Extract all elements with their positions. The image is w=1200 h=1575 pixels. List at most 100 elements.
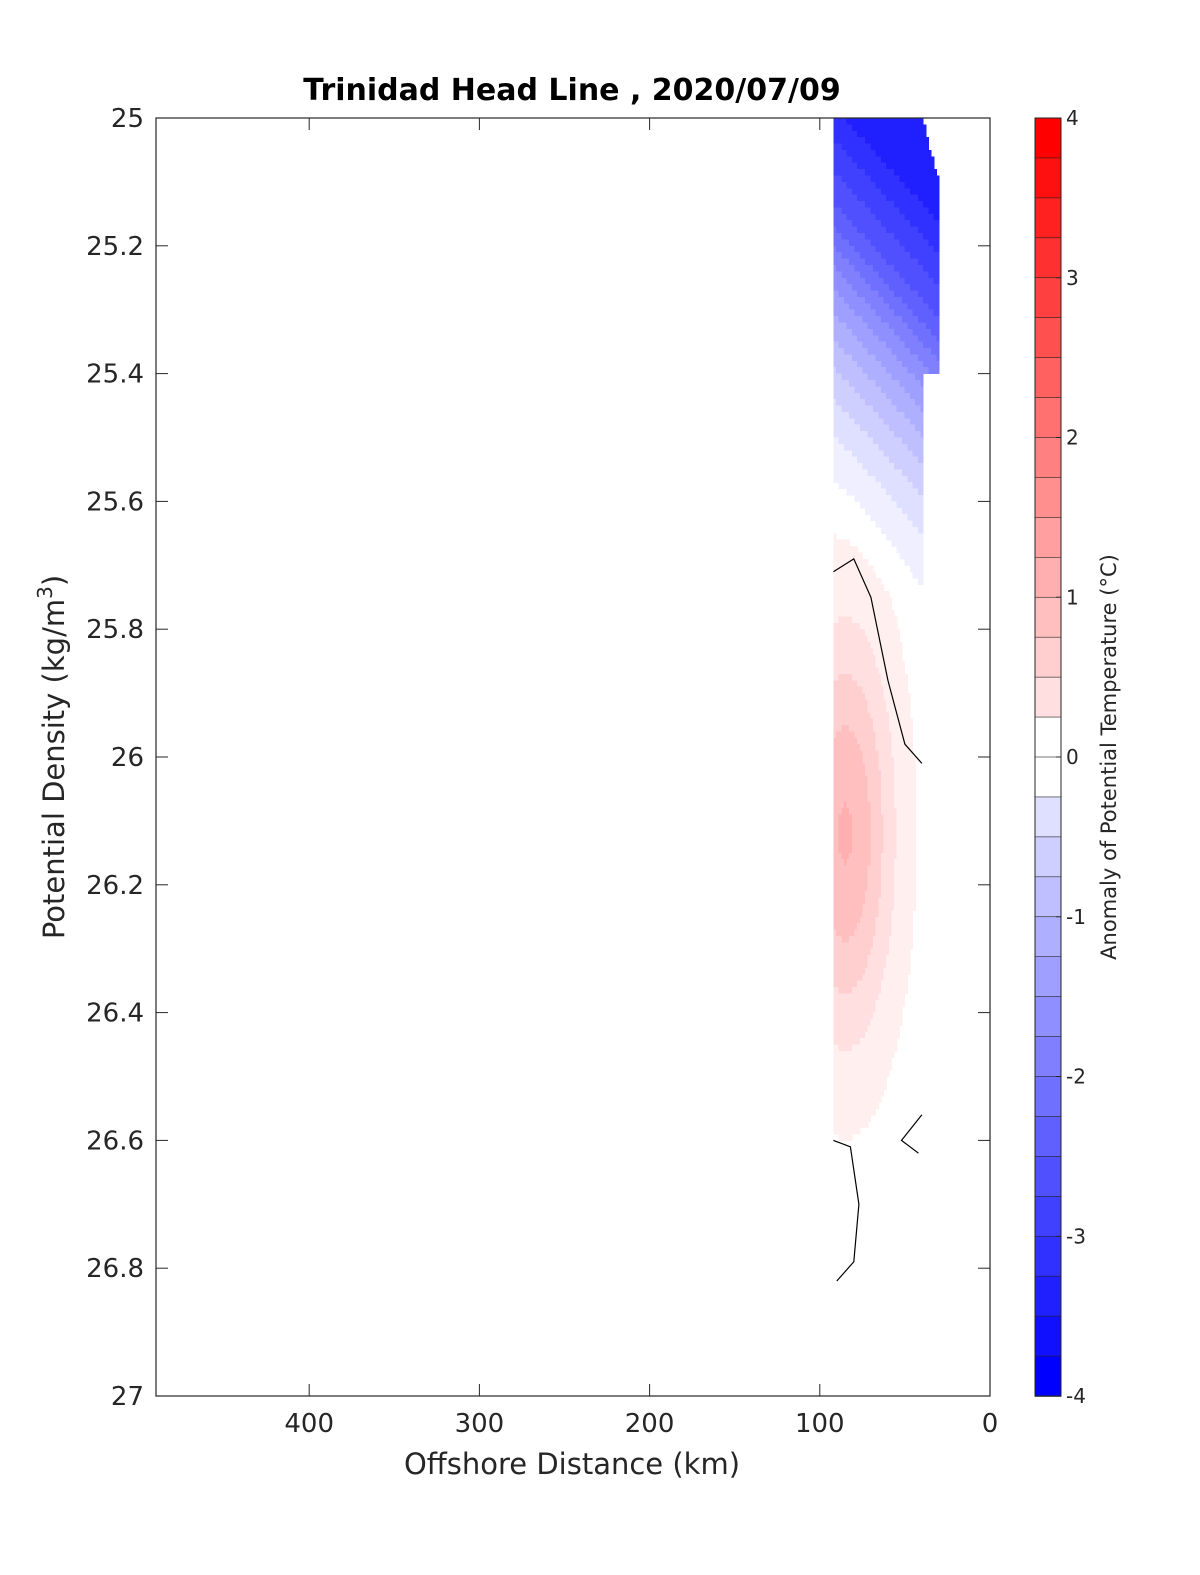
contour-cell — [872, 897, 877, 905]
contour-cell — [843, 1031, 848, 1039]
contour-cell — [857, 392, 861, 400]
contour-cell — [904, 757, 908, 764]
contour-cell — [854, 354, 858, 362]
contour-cell — [849, 955, 853, 963]
contour-cell — [886, 801, 890, 809]
contour-cell — [872, 597, 877, 605]
contour-cell — [891, 137, 895, 145]
contour-cell — [859, 194, 864, 202]
contour-cell — [899, 328, 903, 336]
contour-cell — [883, 590, 887, 598]
contour-cell — [841, 840, 845, 848]
contour-cell — [883, 705, 887, 713]
contour-cell — [936, 252, 940, 260]
contour-cell — [875, 750, 879, 758]
contour-cell — [854, 859, 858, 867]
contour-cell — [902, 405, 906, 413]
contour-cell — [907, 814, 911, 822]
contour-cell — [883, 379, 887, 387]
contour-cell — [891, 284, 895, 292]
contour-cell — [838, 443, 842, 451]
contour-cell — [872, 686, 877, 694]
contour-cell — [859, 693, 864, 701]
contour-cell — [925, 149, 929, 157]
contour-cell — [907, 955, 911, 963]
contour-cell — [872, 833, 877, 841]
contour-cell — [867, 693, 871, 701]
contour-cell — [849, 776, 853, 784]
contour-cell — [894, 149, 898, 157]
contour-cell — [865, 558, 869, 566]
contour-cell — [880, 341, 885, 349]
contour-cell — [875, 201, 879, 209]
contour-cell — [907, 725, 911, 733]
contour-cell — [909, 558, 914, 566]
contour-cell — [909, 469, 914, 477]
contour-cell — [846, 258, 850, 266]
contour-cell — [854, 1038, 858, 1046]
contour-cell — [867, 763, 871, 771]
contour-cell — [891, 188, 895, 196]
contour-cell — [851, 213, 856, 221]
contour-cell — [846, 565, 850, 573]
contour-cell — [875, 884, 879, 892]
contour-cell — [917, 571, 922, 579]
contour-cell — [878, 258, 882, 266]
contour-cell — [880, 1063, 885, 1071]
colorbar-segment — [1034, 1116, 1062, 1158]
contour-cell — [896, 379, 900, 387]
contour-cell — [904, 967, 908, 975]
contour-cell — [931, 271, 935, 279]
contour-cell — [836, 916, 840, 924]
contour-cell — [923, 341, 927, 349]
contour-cell — [904, 526, 908, 534]
contour-cell — [878, 290, 882, 298]
contour-cell — [902, 801, 906, 809]
contour-cell — [888, 162, 893, 170]
contour-cell — [878, 233, 882, 241]
contour-cell — [870, 258, 874, 266]
contour-cell — [843, 360, 848, 368]
contour-cell — [894, 1038, 898, 1046]
contour-cell — [841, 776, 845, 784]
contour-cell — [849, 264, 853, 272]
contour-cell — [912, 903, 916, 911]
contour-cell — [862, 725, 866, 733]
contour-cell — [867, 725, 871, 733]
contour-cell — [886, 405, 890, 413]
contour-cell — [865, 258, 869, 266]
contour-cell — [878, 993, 882, 1001]
contour-cell — [849, 750, 853, 758]
contour-cell — [859, 923, 864, 931]
contour-cell — [875, 399, 879, 407]
contour-cell — [833, 833, 837, 841]
contour-cell — [870, 303, 874, 311]
contour-cell — [870, 712, 874, 720]
contour-cell — [838, 1063, 842, 1071]
contour-cell — [909, 935, 914, 943]
contour-cell — [859, 469, 864, 477]
contour-cell — [933, 309, 937, 317]
contour-cell — [886, 1063, 890, 1071]
contour-cell — [894, 220, 898, 228]
contour-cell — [894, 961, 898, 969]
contour-cell — [851, 974, 856, 982]
contour-cell — [867, 1038, 871, 1046]
contour-cell — [891, 418, 895, 426]
contour-cell — [880, 258, 885, 266]
contour-cell — [907, 891, 911, 899]
contour-cell — [862, 833, 866, 841]
contour-cell — [857, 610, 861, 618]
contour-cell — [867, 124, 871, 132]
contour-cell — [862, 814, 866, 822]
contour-cell — [846, 220, 850, 228]
contour-cell — [833, 367, 837, 375]
contour-cell — [886, 597, 890, 605]
contour-cell — [923, 239, 927, 247]
contour-cell — [843, 271, 848, 279]
contour-cell — [891, 967, 895, 975]
contour-cell — [854, 290, 858, 298]
contour-cell — [878, 245, 882, 253]
contour-cell — [875, 443, 879, 451]
contour-cell — [838, 846, 842, 854]
